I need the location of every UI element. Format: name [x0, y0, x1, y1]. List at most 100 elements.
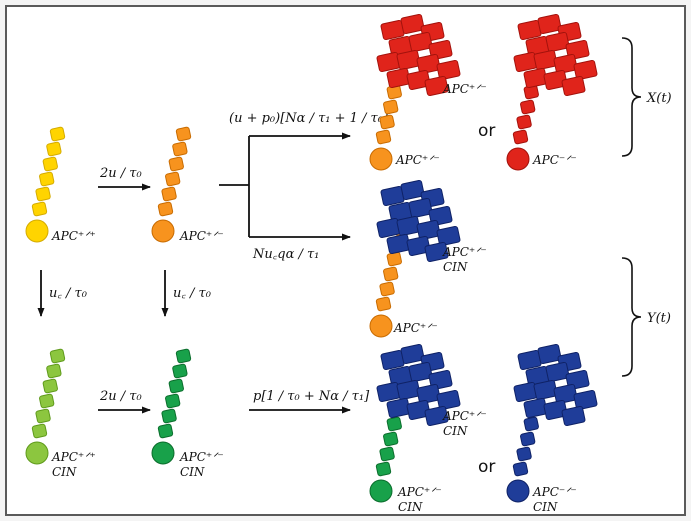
- label-blue2-het-upper: APC⁺ᐟ⁻: [442, 409, 487, 423]
- orange-stalk-y-stem-cell: [369, 314, 393, 338]
- label-blue-cin: CIN: [443, 260, 468, 274]
- blue-clone-2-tumor-cell-12: [406, 399, 431, 421]
- orange-stalk-y-cell-4: [386, 251, 402, 267]
- lightgreen-crypt-cell-6: [49, 348, 66, 364]
- blue-null-stalk-cell-1: [512, 461, 529, 477]
- red-clone-tumor-cell-2: [400, 13, 425, 35]
- label-blue2-null-cin: CIN: [533, 500, 558, 514]
- green-crypt-cell-3: [165, 393, 181, 409]
- label-red-het-upper: APC⁺ᐟ⁻: [442, 82, 487, 96]
- red-clone-tumor-cell-12: [406, 69, 431, 91]
- green-crypt-cell-4: [168, 378, 184, 394]
- red-null-stalk-cell-3: [520, 99, 536, 115]
- yellow-crypt-cell-6: [49, 126, 66, 142]
- label-y-of-t: Y(t): [647, 311, 671, 326]
- orange-crypt-cell-2: [161, 186, 177, 202]
- rate-labels: 2u / τ₀ u꜀ / τ₀ u꜀ / τ₀ 2u / τ₀ (u + p₀)…: [49, 111, 389, 404]
- genotype-labels: APC⁺ᐟ⁺ APC⁺ᐟ⁻ APC⁺ᐟ⁻ APC⁺ᐟ⁻ APC⁻ᐟ⁻ APC⁺ᐟ…: [51, 82, 577, 514]
- blue-clone-2-tumor-cell-2: [400, 343, 425, 365]
- rate-mid-cin: u꜀ / τ₀: [173, 286, 212, 301]
- red-null-stalk-cell-2: [516, 114, 532, 130]
- blue-null-clone-tumor-cell-10: [573, 389, 598, 411]
- brace-y: [621, 257, 642, 377]
- blue-null-stalk-cell-3: [520, 431, 536, 447]
- green-crypt-cell-6: [175, 348, 192, 364]
- red-null-clone-tumor-cell-2: [537, 13, 562, 35]
- red-clone-tumor-cell-10: [436, 59, 461, 81]
- rate-upper-branch: (u + p₀)[Nα / τ₁ + 1 / τ₀]: [229, 111, 389, 126]
- blue-null-clone-tumor-cell-5: [545, 361, 570, 383]
- rate-lower-branch: Nu꜀qα / τ₁: [252, 247, 319, 262]
- yellow-crypt-cell-1: [31, 201, 48, 217]
- orange-stalk-x-cell-3: [383, 99, 399, 115]
- red-clone-tumor-cell-13: [424, 75, 449, 97]
- blue-null-clone-tumor-cell-13: [561, 405, 586, 427]
- orange-stalk-y-cell-3: [383, 266, 399, 282]
- green-stalk-cell-1: [375, 461, 392, 477]
- orange-stalk-y-cell-2: [379, 281, 395, 297]
- green-stalk-cell-4: [386, 416, 402, 432]
- label-orange-het-lower: APC⁺ᐟ⁻: [393, 321, 438, 335]
- blue-null-stalk-cell-4: [523, 416, 539, 432]
- green-crypt-cell-5: [172, 363, 188, 379]
- blue-clone-2-tumor-cell-9: [416, 383, 441, 405]
- red-null-clone-tumor-cell-13: [561, 75, 586, 97]
- red-null-stalk-stem-cell: [506, 147, 530, 171]
- lightgreen-crypt-cell-1: [31, 423, 48, 439]
- label-blue2-null: APC⁻ᐟ⁻: [532, 485, 577, 499]
- red-null-clone-tumor-cell-10: [573, 59, 598, 81]
- blue-clone-tumor-cell-12: [406, 235, 431, 257]
- blue-null-clone-tumor-cell-9: [553, 383, 578, 405]
- label-blue2-het-lower: APC⁺ᐟ⁻: [397, 485, 442, 499]
- label-blue-het: APC⁺ᐟ⁻: [442, 245, 487, 259]
- orange-stalk-x-cell-1: [375, 129, 392, 145]
- blue-clone-tumor-cell-13: [424, 241, 449, 263]
- red-clone-tumor-cell-9: [416, 53, 441, 75]
- label-green-cin: CIN: [180, 465, 205, 479]
- label-green-het: APC⁺ᐟ⁻: [179, 450, 224, 464]
- or-upper: or: [478, 121, 495, 141]
- red-null-clone-tumor-cell-12: [543, 69, 568, 91]
- label-red-het-lower: APC⁺ᐟ⁻: [395, 153, 440, 167]
- yellow-crypt-stem-cell: [25, 219, 49, 243]
- orange-crypt-cell-5: [172, 141, 188, 157]
- or-lower: or: [478, 457, 495, 477]
- lightgreen-crypt-cell-4: [42, 378, 58, 394]
- braces: [621, 37, 642, 377]
- lightgreen-crypt-stem-cell: [25, 441, 49, 465]
- blue-null-stalk-cell-2: [516, 446, 532, 462]
- rate-bottom-branch: p[1 / τ₀ + Nα / τ₁]: [253, 389, 370, 404]
- label-blue2-cin-lower: CIN: [398, 500, 423, 514]
- label-orange-het: APC⁺ᐟ⁻: [179, 229, 224, 243]
- yellow-crypt-cell-3: [39, 171, 55, 187]
- green-crypt-cell-2: [161, 408, 177, 424]
- green-stalk-stem-cell: [369, 479, 393, 503]
- label-red-null: APC⁻ᐟ⁻: [532, 153, 577, 167]
- lightgreen-crypt-cell-2: [35, 408, 51, 424]
- label-lightgreen-wt: APC⁺ᐟ⁺: [51, 450, 96, 464]
- orange-crypt-cell-6: [175, 126, 192, 142]
- orange-crypt-cell-3: [165, 171, 181, 187]
- orange-stalk-x-cell-2: [379, 114, 395, 130]
- cell-stacks: [25, 13, 598, 503]
- yellow-crypt-cell-2: [35, 186, 51, 202]
- lightgreen-crypt-cell-5: [46, 363, 62, 379]
- rate-left-cin: u꜀ / τ₀: [49, 286, 88, 301]
- blue-null-stalk-stem-cell: [506, 479, 530, 503]
- blue-clone-tumor-cell-9: [416, 219, 441, 241]
- blue-clone-tumor-cell-5: [408, 197, 433, 219]
- red-null-clone-tumor-cell-9: [553, 53, 578, 75]
- yellow-crypt-cell-4: [42, 156, 58, 172]
- label-lightgreen-cin: CIN: [52, 465, 77, 479]
- lightgreen-crypt-cell-3: [39, 393, 55, 409]
- red-clone-tumor-cell-5: [408, 31, 433, 53]
- red-null-stalk-cell-1: [512, 129, 529, 145]
- arrows: [37, 132, 351, 414]
- orange-crypt-cell-4: [168, 156, 184, 172]
- blue-clone-tumor-cell-10: [436, 225, 461, 247]
- rate-bottom-mutation: 2u / τ₀: [99, 389, 142, 404]
- blue-clone-tumor-cell-2: [400, 179, 425, 201]
- label-x-of-t: X(t): [646, 91, 672, 106]
